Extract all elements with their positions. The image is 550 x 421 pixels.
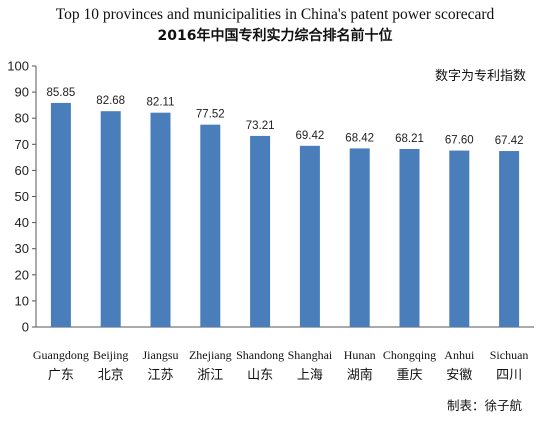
bar-value-label: 73.21	[246, 120, 275, 132]
bar-value-label: 68.42	[345, 132, 374, 144]
y-tick-label: 40	[15, 215, 29, 230]
bar	[100, 111, 121, 327]
y-tick-label: 50	[15, 189, 29, 204]
bar	[50, 102, 71, 327]
bar	[399, 148, 420, 327]
category-label-cn: 重庆	[396, 367, 422, 383]
y-tick-label: 20	[15, 267, 29, 282]
chart-title: Top 10 provinces and municipalities in C…	[56, 6, 495, 23]
category-label: Chongqing	[383, 348, 436, 362]
bar-value-label: 77.52	[196, 109, 225, 121]
category-label-cn: 四川	[496, 368, 522, 383]
bar-value-label: 82.11	[147, 97, 175, 109]
category-label-cn: 江苏	[147, 367, 173, 383]
bar-value-label: 85.85	[47, 87, 76, 99]
y-tick-label: 90	[15, 85, 29, 100]
category-label: Zhejiang	[189, 348, 232, 362]
y-tick-label: 100	[7, 59, 29, 74]
bar-value-label: 67.60	[445, 135, 474, 147]
bar	[499, 151, 520, 327]
category-label: Guangdong	[33, 348, 89, 362]
y-tick-label: 60	[15, 163, 29, 178]
chart-credit: 制表：徐子航	[447, 398, 523, 413]
category-label: Sichuan	[490, 348, 529, 362]
category-label-cn: 上海	[297, 368, 323, 383]
bar	[250, 135, 271, 327]
bar-value-label: 82.68	[96, 95, 125, 107]
category-label-cn: 北京	[98, 368, 124, 383]
bar-value-label: 68.21	[395, 133, 424, 145]
category-label-cn: 山东	[247, 368, 273, 383]
bar	[449, 150, 470, 327]
bar	[299, 145, 320, 327]
chart-subtitle: 2016年中国专利实力综合排名前十位	[158, 27, 393, 44]
y-tick-label: 80	[15, 111, 29, 126]
bar	[349, 148, 370, 327]
category-label: Anhui	[444, 348, 475, 362]
y-tick-label: 0	[22, 320, 29, 335]
bar	[200, 124, 221, 328]
y-tick-label: 10	[15, 293, 29, 308]
x-axis-labels: Guangdong 广东 Beijing 北京 Jiangsu 江苏 Zhejiang 浙江 S…	[33, 348, 529, 383]
category-label-cn: 广东	[48, 368, 74, 383]
y-tick-label: 70	[15, 137, 29, 152]
bar-value-label: 69.42	[296, 130, 325, 142]
category-label: Hunan	[344, 348, 376, 362]
bar-value-label: 67.42	[495, 135, 524, 147]
category-label: Jiangsu	[143, 348, 179, 362]
category-label-cn: 湖南	[347, 367, 373, 383]
category-label: Shanghai	[288, 348, 333, 362]
category-label-cn: 浙江	[197, 368, 223, 383]
category-label-cn: 安徽	[446, 368, 472, 383]
y-axis: 0 10 20 30 40 50 60 70 80 90 100	[7, 59, 534, 335]
category-label: Shandong	[236, 348, 284, 362]
chart-note: 数字为专利指数	[435, 69, 526, 84]
y-tick-label: 30	[15, 241, 29, 256]
bars: 85.85 82.68 82.11 77.52 73.21 69.42 68.42 68.21…	[47, 87, 524, 328]
bar	[150, 112, 171, 327]
category-label: Beijing	[93, 348, 128, 362]
